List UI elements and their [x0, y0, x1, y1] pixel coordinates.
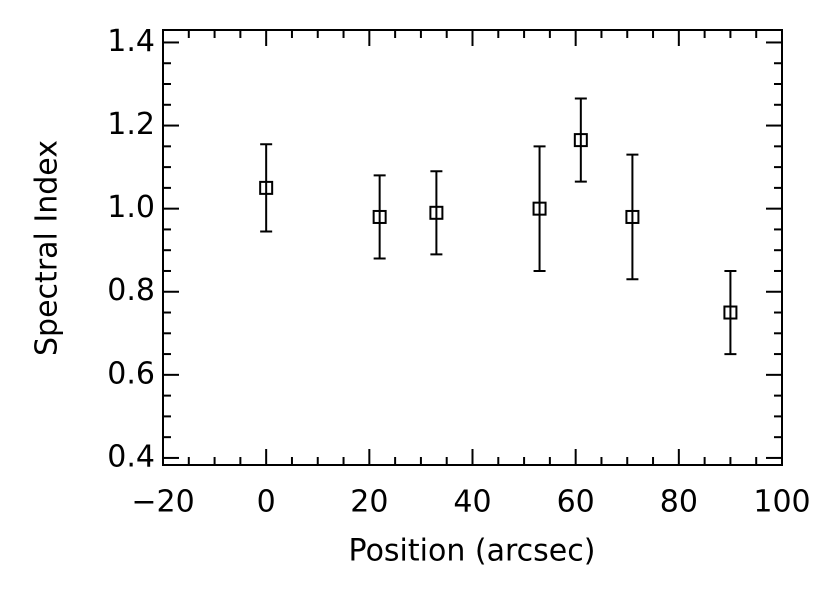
x-tick-label: −20: [131, 485, 194, 520]
plot-frame: [162, 29, 783, 466]
x-tick-label: 40: [453, 485, 491, 520]
x-axis-label: Position (arcsec): [349, 534, 596, 569]
point: [532, 201, 547, 216]
x-tick-label: 80: [660, 485, 698, 520]
y-tick-label: 1.4: [107, 24, 155, 59]
error-bar: [430, 170, 443, 256]
error-bar: [260, 143, 273, 233]
x-tick-label: 0: [257, 485, 276, 520]
x-tick-label: 60: [557, 485, 595, 520]
y-tick-label: 1.0: [107, 190, 155, 225]
y-axis-label: Spectral Index: [30, 140, 65, 356]
point: [723, 305, 738, 320]
y-tick-label: 0.8: [107, 273, 155, 308]
point: [259, 180, 274, 195]
point: [372, 209, 387, 224]
point: [573, 133, 588, 148]
point: [429, 205, 444, 220]
x-tick-label: 20: [350, 485, 388, 520]
x-tick-label: 100: [753, 485, 810, 520]
error-bar: [724, 269, 737, 356]
point: [625, 209, 640, 224]
error-bar: [533, 145, 546, 272]
error-bar: [626, 153, 639, 281]
y-tick-label: 0.6: [107, 356, 155, 391]
y-tick-label: 1.2: [107, 107, 155, 142]
error-bar: [574, 97, 587, 183]
y-tick-label: 0.4: [107, 439, 155, 474]
error-bar: [373, 174, 386, 260]
